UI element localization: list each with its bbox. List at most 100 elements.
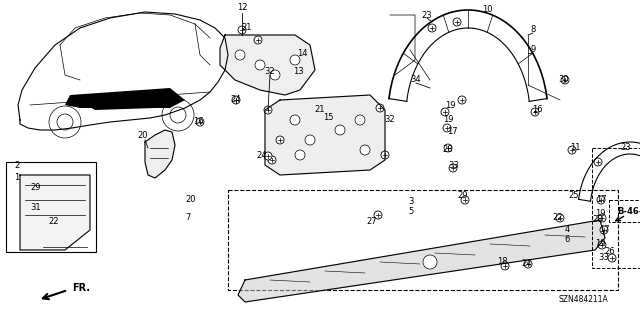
Text: 2: 2 [14, 161, 20, 170]
Text: 33: 33 [449, 160, 460, 169]
Text: 33: 33 [598, 254, 609, 263]
Text: 3: 3 [408, 197, 413, 206]
Text: 28: 28 [443, 145, 453, 154]
Text: 26: 26 [605, 248, 615, 256]
Circle shape [264, 152, 272, 160]
Text: 30: 30 [559, 76, 570, 85]
Text: 24: 24 [257, 152, 268, 160]
Text: 6: 6 [564, 235, 570, 244]
Polygon shape [265, 95, 385, 175]
Text: 28: 28 [593, 216, 604, 225]
Circle shape [255, 60, 265, 70]
Text: 22: 22 [49, 218, 60, 226]
Text: 7: 7 [186, 213, 191, 222]
Circle shape [235, 50, 245, 60]
Text: 27: 27 [367, 218, 378, 226]
Circle shape [423, 255, 437, 269]
Circle shape [355, 115, 365, 125]
Text: 24: 24 [522, 259, 532, 269]
Circle shape [232, 96, 240, 104]
Circle shape [428, 24, 436, 32]
Bar [592, 148, 640, 268]
Circle shape [524, 260, 532, 268]
Circle shape [608, 254, 616, 262]
Text: 22: 22 [553, 213, 563, 222]
Circle shape [305, 135, 315, 145]
Text: 17: 17 [598, 226, 609, 234]
Text: 18: 18 [497, 257, 508, 266]
Circle shape [597, 196, 605, 204]
Text: 4: 4 [564, 226, 570, 234]
Circle shape [374, 211, 382, 219]
Circle shape [270, 70, 280, 80]
Bar [609, 200, 640, 222]
Text: 34: 34 [411, 76, 421, 85]
Circle shape [568, 146, 576, 154]
Text: 25: 25 [569, 191, 579, 201]
Circle shape [444, 144, 452, 152]
Polygon shape [145, 130, 175, 178]
Polygon shape [220, 35, 315, 95]
Circle shape [441, 108, 449, 116]
Circle shape [556, 214, 564, 222]
Text: 9: 9 [531, 46, 536, 55]
Text: 20: 20 [186, 196, 196, 204]
Text: 29: 29 [458, 190, 468, 199]
Circle shape [290, 115, 300, 125]
Text: 29: 29 [31, 183, 41, 192]
Text: 5: 5 [408, 207, 413, 217]
Circle shape [264, 106, 272, 114]
Text: 20: 20 [138, 131, 148, 140]
Circle shape [453, 18, 461, 26]
Circle shape [600, 226, 608, 234]
Text: 23: 23 [422, 11, 432, 19]
Text: 32: 32 [265, 68, 275, 77]
Text: 19: 19 [445, 100, 455, 109]
Text: 14: 14 [297, 48, 307, 57]
Polygon shape [65, 88, 185, 108]
Text: 10: 10 [482, 5, 492, 14]
Text: 21: 21 [242, 24, 252, 33]
Circle shape [335, 125, 345, 135]
Circle shape [381, 151, 389, 159]
Text: FR.: FR. [72, 283, 90, 293]
Circle shape [501, 262, 509, 270]
Text: 21: 21 [315, 106, 325, 115]
Text: B-46-50: B-46-50 [618, 206, 640, 216]
Text: 19: 19 [595, 209, 605, 218]
Polygon shape [20, 175, 90, 250]
Circle shape [268, 156, 276, 164]
Text: 17: 17 [596, 196, 606, 204]
Text: 11: 11 [570, 144, 580, 152]
Circle shape [449, 164, 457, 172]
Text: 1: 1 [14, 174, 20, 182]
Text: 17: 17 [447, 127, 458, 136]
Bar [6, 162, 96, 252]
Circle shape [598, 214, 606, 222]
Circle shape [461, 196, 469, 204]
Circle shape [276, 136, 284, 144]
Text: 12: 12 [237, 4, 247, 12]
Text: 19: 19 [443, 115, 453, 124]
Circle shape [598, 241, 606, 249]
Circle shape [376, 104, 384, 112]
Text: 16: 16 [532, 106, 542, 115]
Polygon shape [88, 95, 175, 110]
Circle shape [295, 150, 305, 160]
Text: 16: 16 [193, 117, 204, 127]
Circle shape [254, 36, 262, 44]
Text: 15: 15 [323, 114, 333, 122]
Text: 8: 8 [531, 26, 536, 34]
Text: 13: 13 [292, 68, 303, 77]
Text: 23: 23 [621, 144, 631, 152]
Circle shape [561, 76, 569, 84]
Circle shape [360, 145, 370, 155]
Circle shape [443, 124, 451, 132]
Text: 32: 32 [385, 115, 396, 124]
Polygon shape [238, 220, 605, 302]
Circle shape [196, 118, 204, 126]
Text: SZN484211A: SZN484211A [558, 295, 608, 305]
Text: 19: 19 [595, 239, 605, 248]
Circle shape [594, 158, 602, 166]
Text: 24: 24 [231, 95, 241, 105]
